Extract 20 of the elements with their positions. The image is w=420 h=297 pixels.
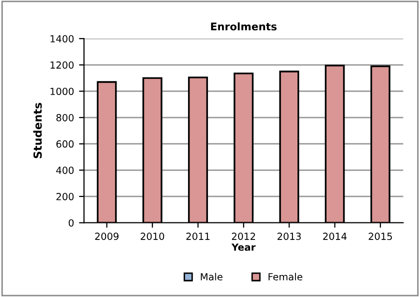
x-tick-label: 2012 (232, 232, 255, 240)
y-tick-label: 1200 (50, 61, 74, 69)
y-tick-label: 600 (56, 140, 74, 148)
y-axis-title: Students (33, 102, 42, 158)
y-tick-label: 0 (68, 219, 74, 227)
y-tick-label: 400 (56, 166, 74, 174)
x-tick-label: 2010 (140, 232, 164, 240)
y-tick-label: 1400 (50, 35, 74, 42)
legend-label: Male (200, 272, 222, 280)
x-tick-label: 2014 (323, 232, 347, 240)
legend-label: Female (268, 272, 302, 280)
x-tick-label: 2009 (95, 232, 118, 240)
x-tick-label: 2013 (278, 232, 301, 240)
y-tick-label: 800 (56, 114, 74, 122)
x-axis-title: Year (231, 244, 256, 251)
y-tick-label: 1000 (50, 88, 74, 96)
y-tick-label: 200 (56, 192, 74, 200)
x-tick-label: 2015 (368, 232, 392, 240)
x-tick-label: 2011 (186, 232, 210, 240)
chart-title: Enrolments (211, 22, 277, 30)
